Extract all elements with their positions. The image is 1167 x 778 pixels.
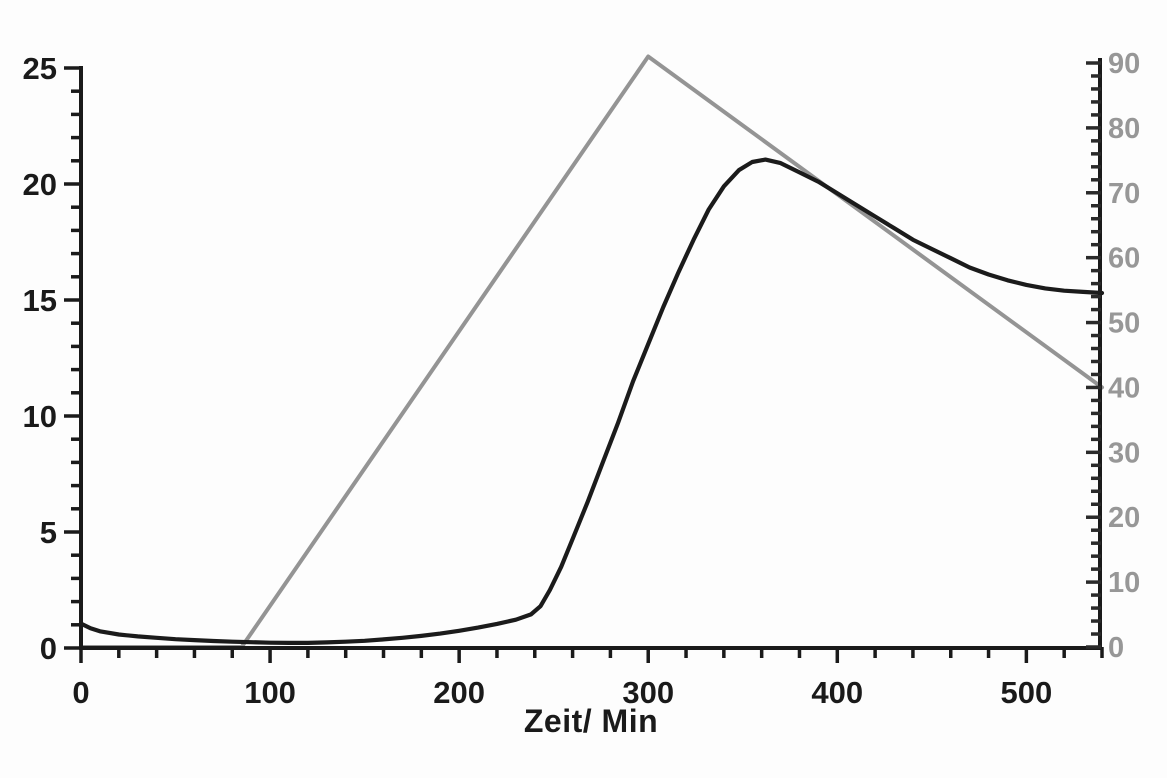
right-y-tick-label: 60 xyxy=(1108,243,1140,275)
axis-ticks xyxy=(64,61,1104,663)
left-y-tick-label: 15 xyxy=(23,283,57,318)
x-tick-label: 0 xyxy=(72,675,89,710)
left-y-tick-label: 25 xyxy=(23,51,57,86)
right-y-tick-label: 30 xyxy=(1108,437,1140,469)
x-axis-title: Zeit/ Min xyxy=(523,703,659,739)
left-y-tick-label: 10 xyxy=(23,399,57,434)
left-y-tick-label: 5 xyxy=(40,515,57,550)
x-tick-label: 500 xyxy=(1001,675,1053,710)
right-y-tick-label: 0 xyxy=(1108,632,1124,664)
x-tick-label: 200 xyxy=(433,675,485,710)
right-y-tick-label: 50 xyxy=(1108,308,1140,340)
black-measurement-curve xyxy=(78,157,1105,646)
right-y-tick-label: 40 xyxy=(1108,372,1140,404)
axis-tick-labels: 0 100 200 300 400 500 0 5 10 15 20 25 0 10 20 30 40 50 60 7… xyxy=(23,48,1141,710)
axes xyxy=(79,58,1102,650)
left-y-tick-label: 20 xyxy=(23,167,57,202)
right-y-tick-label: 10 xyxy=(1108,567,1140,599)
gray-ramp-curve xyxy=(79,54,1104,649)
right-y-tick-label: 90 xyxy=(1108,48,1140,80)
x-tick-label: 400 xyxy=(811,675,863,710)
x-tick-label: 100 xyxy=(244,675,296,710)
x-tick-label: 300 xyxy=(622,675,674,710)
right-y-tick-label: 70 xyxy=(1108,178,1140,210)
right-y-tick-label: 80 xyxy=(1108,113,1140,145)
left-y-tick-label: 0 xyxy=(40,631,57,666)
right-y-tick-label: 20 xyxy=(1108,502,1140,534)
